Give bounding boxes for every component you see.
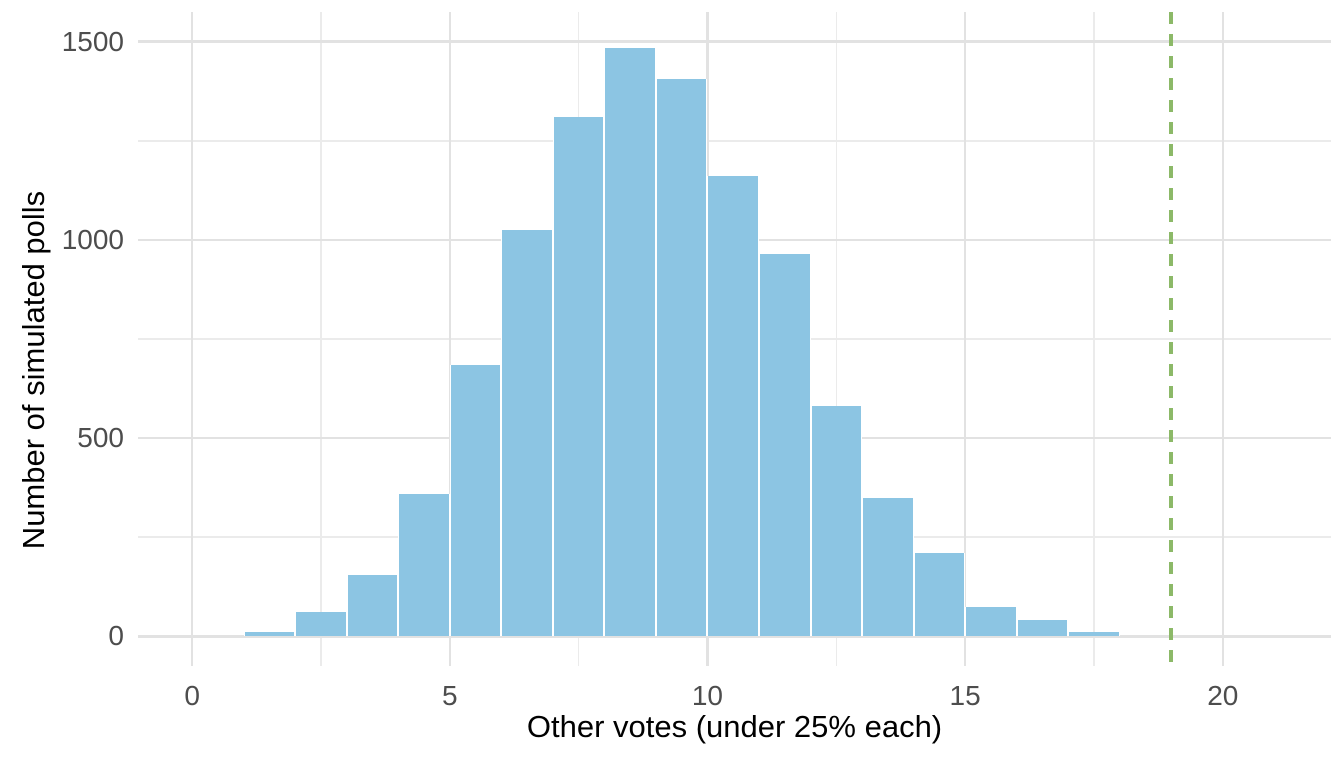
x-tick-label: 20 — [1207, 680, 1239, 711]
gridline-x-minor — [1093, 12, 1095, 666]
histogram-bar — [552, 117, 605, 637]
histogram-bar — [655, 79, 708, 637]
histogram-bar — [758, 253, 811, 637]
histogram-bar — [398, 493, 450, 637]
x-tick-label: 0 — [184, 680, 200, 711]
histogram-bar — [1068, 632, 1120, 637]
histogram-bar — [295, 612, 347, 637]
gridline-x-major — [1221, 12, 1225, 666]
histogram-bar — [1016, 620, 1069, 637]
gridline-x-minor — [320, 12, 322, 666]
y-tick-label: 1000 — [61, 223, 124, 255]
histogram-bar — [913, 553, 966, 637]
histogram-bar — [965, 606, 1017, 637]
gridline-x-major — [448, 12, 452, 666]
threshold-dashed-line — [1169, 12, 1174, 666]
histogram-bar — [243, 632, 296, 637]
histogram-bar — [862, 497, 914, 637]
histogram-bar — [346, 574, 399, 637]
x-axis-title: Other votes (under 25% each) — [526, 709, 943, 744]
gridline-y-major — [138, 40, 1331, 43]
y-tick-label: 0 — [108, 620, 124, 652]
histogram-bar — [810, 406, 863, 637]
gridline-y-major — [138, 635, 1331, 638]
plot-panel — [138, 12, 1331, 666]
y-tick-label: 500 — [77, 422, 124, 454]
gridline-x-major — [963, 12, 967, 666]
gridline-x-major — [190, 12, 194, 666]
y-tick-label: 1500 — [61, 25, 124, 57]
gridline-y-minor — [138, 140, 1331, 142]
histogram-bar — [707, 176, 759, 637]
x-tick-label: 10 — [691, 680, 724, 711]
histogram-bar — [501, 230, 553, 637]
histogram-bar — [449, 364, 502, 637]
x-tick-label: 5 — [441, 680, 458, 711]
gridline-x-minor — [835, 12, 837, 666]
histogram-bar — [604, 47, 656, 637]
x-tick-label: 15 — [949, 680, 981, 711]
y-axis-title: Number of simulated polls — [16, 190, 51, 550]
